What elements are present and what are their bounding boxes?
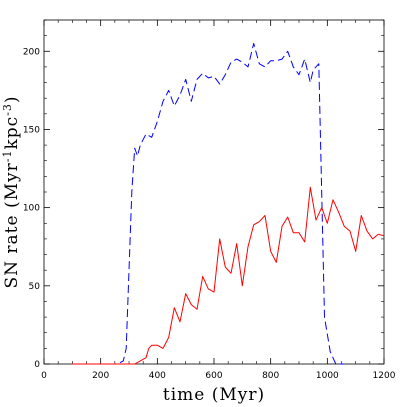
y-tick-label: 200 <box>23 47 40 57</box>
x-tick-label: 1000 <box>316 371 339 381</box>
x-tick-label: 200 <box>92 371 109 381</box>
series-layer <box>72 43 385 365</box>
x-tick-label: 0 <box>41 371 47 381</box>
y-axis-label-mid: kpc <box>2 116 22 150</box>
y-tick-label: 50 <box>29 282 41 292</box>
y-axis-label-end: ) <box>2 95 22 103</box>
axes: 0 200 400 600 800 1000 1200 0 50 100 150 200 <box>23 19 396 381</box>
solid-series-line <box>72 186 385 365</box>
x-tick-label: 800 <box>262 371 279 381</box>
x-axis-label: time (Myr) <box>163 385 265 405</box>
x-tick-label: 1200 <box>373 371 396 381</box>
dashed-series-line <box>72 43 345 365</box>
y-tick-label: 150 <box>23 125 40 135</box>
y-tick-label: 0 <box>34 360 40 370</box>
x-tick-label: 400 <box>149 371 166 381</box>
x-tick-label: 600 <box>205 371 222 381</box>
y-axis-label-sup2: -3 <box>1 103 14 116</box>
y-axis-label-base: SN rate (Myr <box>2 162 22 288</box>
y-axis-label: SN rate (Myr-1kpc-3) <box>1 95 22 288</box>
y-axis-label-sup1: -1 <box>1 150 14 163</box>
plot-frame <box>43 19 385 365</box>
y-tick-label: 100 <box>23 204 40 214</box>
